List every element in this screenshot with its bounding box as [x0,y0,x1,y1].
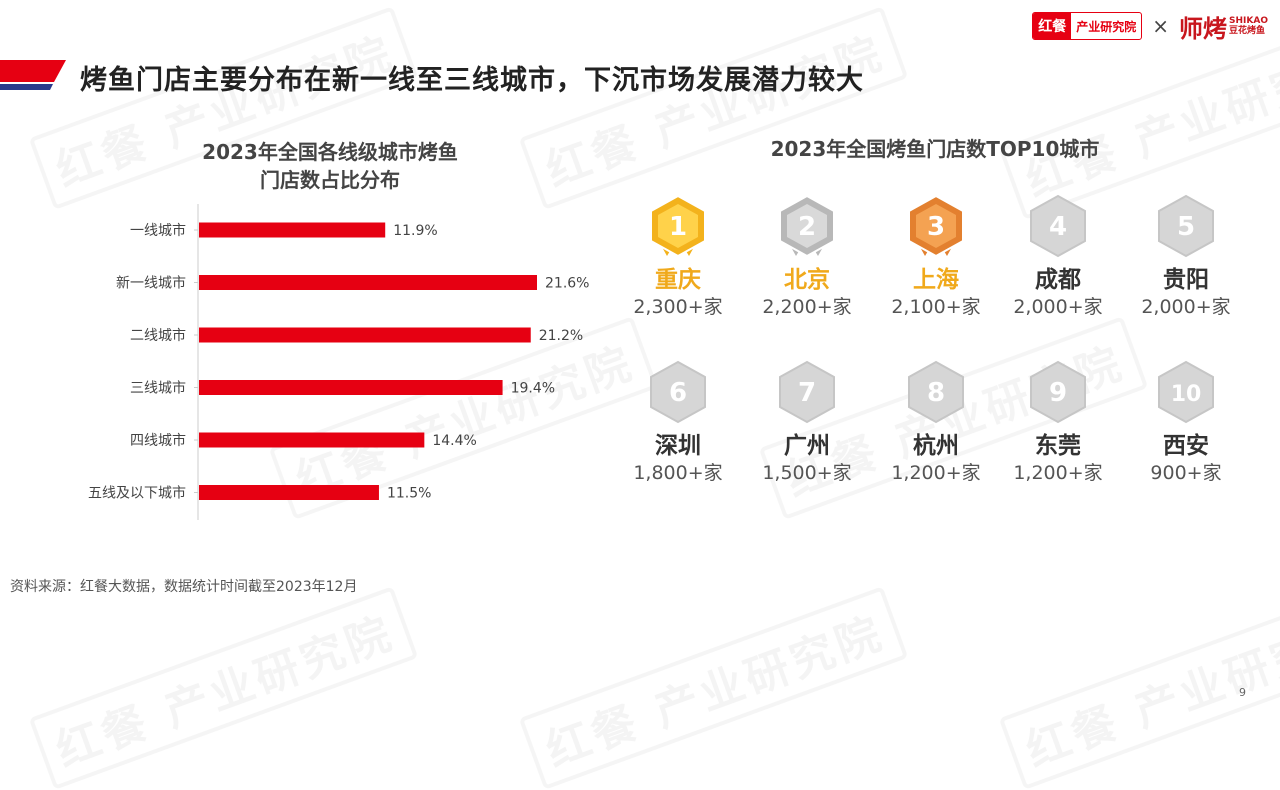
bar [199,327,531,343]
city-card: 10 西安 900+家 [1126,360,1246,486]
hongcan-logo: 红餐 产业研究院 [1032,12,1143,40]
watermark: 红餐 产业研究院 [28,586,419,790]
bar [199,222,386,238]
rank-number: 4 [1049,212,1067,242]
watermark: 红餐 产业研究院 [518,586,909,790]
value-label: 11.5% [387,486,431,502]
hongcan-logo-mark: 红餐 [1033,13,1072,39]
value-label: 21.2% [539,328,583,344]
city-card: 2 北京 2,200+家 [747,194,867,320]
city-name: 北京 [784,267,830,293]
watermark: 红餐 产业研究院 [998,16,1280,220]
chart-title-line1: 2023年全国各线级城市烤鱼 [202,140,458,164]
city-name: 上海 [913,267,959,293]
rank-badge-icon: 3 [908,194,964,258]
rank-number: 3 [927,212,945,242]
bar [199,432,425,448]
city-name: 西安 [1163,433,1209,459]
bar [199,275,537,290]
city-store-count: 1,200+家 [1013,462,1103,484]
city-card: 1 重庆 2,300+家 [618,194,738,320]
city-card: 9 东莞 1,200+家 [998,360,1118,486]
city-store-count: 1,800+家 [633,462,723,484]
city-card: 5 贵阳 2,000+家 [1126,194,1246,320]
category-label: 四线城市 [130,432,186,449]
source-note: 资料来源：红餐大数据，数据统计时间截至2023年12月 [10,579,358,595]
city-name: 深圳 [655,433,701,459]
city-card: 8 杭州 1,200+家 [876,360,996,486]
rank-badge-icon: 8 [908,360,964,424]
value-label: 11.9% [393,223,437,239]
value-label: 19.4% [511,381,555,397]
shikao-logo-mark: 师烤 [1179,13,1228,43]
chart-title-line2: 门店数占比分布 [260,168,400,192]
value-label: 14.4% [432,433,476,449]
rank-number: 1 [669,212,687,242]
city-store-count: 2,000+家 [1141,296,1231,318]
rank-number: 2 [798,212,816,242]
rank-number: 8 [927,378,945,408]
watermark: 红餐 产业研究院 [998,586,1280,790]
rank-number: 9 [1049,378,1067,408]
category-label: 新一线城市 [116,275,186,292]
collab-x-icon: × [1152,14,1170,38]
city-card: 4 成都 2,000+家 [998,194,1118,320]
shikao-logo-en: SHIKAO [1229,16,1268,26]
rank-number: 5 [1177,212,1195,242]
rank-badge-icon: 5 [1158,194,1214,258]
city-store-count: 2,200+家 [762,296,852,318]
city-card: 3 上海 2,100+家 [876,194,996,320]
city-name: 杭州 [913,433,959,459]
rank-badge-icon: 9 [1030,360,1086,424]
city-name: 广州 [784,433,830,459]
city-card: 6 深圳 1,800+家 [618,360,738,486]
title-flag-icon [0,60,66,90]
rank-badge-icon: 1 [650,194,706,258]
city-store-count: 900+家 [1150,462,1222,484]
city-name: 成都 [1035,267,1081,293]
city-store-count: 2,100+家 [891,296,981,318]
rank-number: 7 [798,378,816,408]
rank-number: 10 [1171,382,1202,407]
city-store-count: 1,500+家 [762,462,852,484]
city-store-count: 1,200+家 [891,462,981,484]
rank-badge-icon: 4 [1030,194,1086,258]
top10-title: 2023年全国烤鱼门店数TOP10城市 [770,137,1100,161]
category-label: 五线及以下城市 [88,485,186,502]
page-number: 9 [1239,686,1246,699]
category-label: 一线城市 [130,222,186,239]
rank-badge-icon: 10 [1158,360,1214,424]
bar-chart: 一线城市 11.9% 新一线城市 21.6% 二线城市 21.2% 三线城市 19.4% 四线城… [88,204,589,520]
bar [199,380,503,395]
header-logos: 红餐 产业研究院 × 师烤 SHIKAO 豆花烤鱼 [1032,9,1268,44]
city-store-count: 2,000+家 [1013,296,1103,318]
city-card: 7 广州 1,500+家 [747,360,867,486]
watermark: 红餐 产业研究院 [518,6,909,210]
category-label: 三线城市 [130,380,186,397]
shikao-logo-cn: 豆花烤鱼 [1229,26,1266,36]
rank-number: 6 [669,378,687,408]
hongcan-logo-text: 产业研究院 [1076,19,1137,34]
rank-badge-icon: 6 [650,360,706,424]
city-name: 东莞 [1035,433,1081,459]
city-name: 重庆 [655,267,701,293]
category-label: 二线城市 [130,327,186,344]
shikao-logo: 师烤 SHIKAO 豆花烤鱼 [1179,9,1268,44]
city-name: 贵阳 [1163,267,1209,293]
rank-badge-icon: 7 [779,360,835,424]
value-label: 21.6% [545,276,589,292]
page-title: 烤鱼门店主要分布在新一线至三线城市，下沉市场发展潜力较大 [80,65,864,96]
shikao-logo-sub: SHIKAO 豆花烤鱼 [1229,16,1268,36]
chart-title: 2023年全国各线级城市烤鱼 门店数占比分布 [150,138,510,194]
city-store-count: 2,300+家 [633,296,723,318]
rank-badge-icon: 2 [779,194,835,258]
bar [199,485,379,500]
